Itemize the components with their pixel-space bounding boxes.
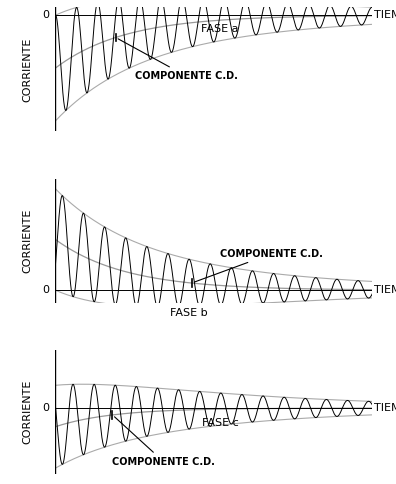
Text: CORRIENTE: CORRIENTE [22, 37, 32, 102]
Text: FASE c: FASE c [202, 418, 238, 428]
Text: CORRIENTE: CORRIENTE [22, 380, 32, 444]
Text: TIEMPO: TIEMPO [374, 403, 396, 413]
Text: 0: 0 [43, 285, 50, 295]
Text: COMPONENTE C.D.: COMPONENTE C.D. [118, 39, 238, 81]
Text: CORRIENTE: CORRIENTE [22, 209, 32, 273]
Text: 0: 0 [43, 403, 50, 413]
Text: FASE b: FASE b [169, 308, 208, 318]
Text: FASE a: FASE a [202, 24, 239, 34]
Text: TIEMPO: TIEMPO [374, 10, 396, 20]
Text: COMPONENTE C.D.: COMPONENTE C.D. [112, 417, 215, 467]
Text: COMPONENTE C.D.: COMPONENTE C.D. [194, 249, 323, 282]
Text: TIEMPO: TIEMPO [374, 285, 396, 295]
Text: 0: 0 [43, 10, 50, 20]
